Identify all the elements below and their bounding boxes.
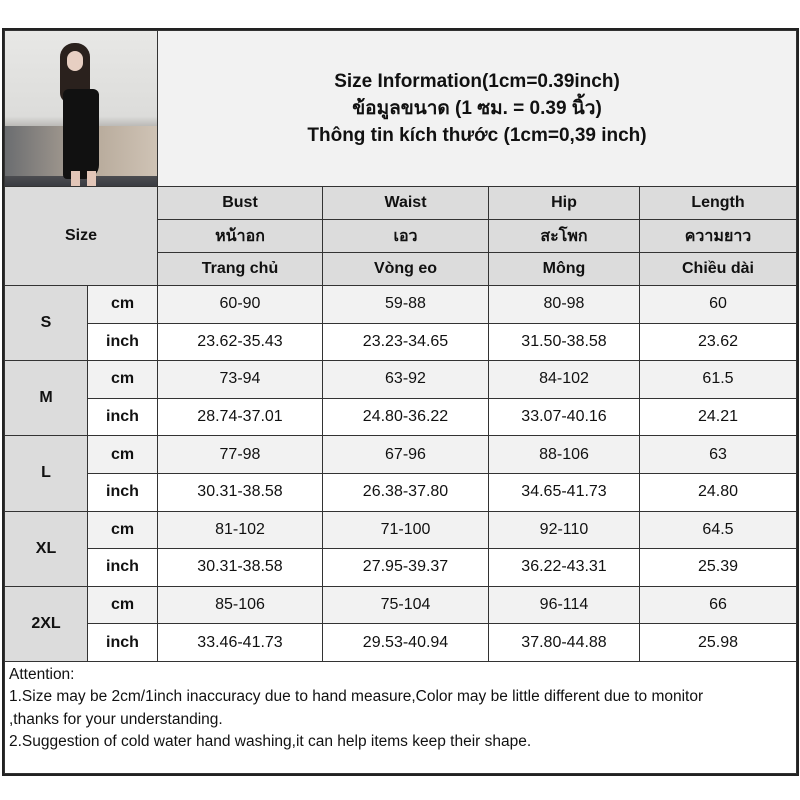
measurement-cell: 96-114 (488, 585, 640, 625)
size-label: 2XL (4, 585, 88, 662)
measurement-cell: 59-88 (322, 285, 489, 324)
col-header-length-th: ความยาว (639, 219, 797, 253)
title-th: ข้อมูลขนาด (1 ซม. = 0.39 นิ้ว) (352, 98, 602, 119)
unit-label: cm (87, 360, 158, 399)
size-table: Size Information(1cm=0.39inch) ข้อมูลขนา… (4, 30, 797, 662)
measurement-cell: 27.95-39.37 (322, 548, 489, 587)
unit-label: cm (87, 510, 158, 550)
measurement-cell: 31.50-38.58 (488, 322, 640, 362)
measurement-cell: 25.39 (639, 548, 797, 587)
measurement-cell: 33.46-41.73 (157, 623, 323, 662)
col-header-bust: Bust (157, 186, 323, 220)
measurement-cell: 73-94 (157, 360, 323, 399)
attention-notes: Attention: 1.Size may be 2cm/1inch inacc… (4, 661, 797, 774)
col-header-bust-th: หน้าอก (157, 219, 323, 253)
unit-label: inch (87, 623, 158, 662)
measurement-cell: 71-100 (322, 510, 489, 550)
table-row: inch 30.31-38.58 26.38-37.80 34.65-41.73 24.… (5, 472, 797, 512)
measurement-cell: 23.62-35.43 (157, 322, 323, 362)
measurement-cell: 63 (639, 435, 797, 474)
product-photo (4, 30, 158, 187)
measurement-cell: 37.80-44.88 (488, 623, 640, 662)
size-label: L (4, 435, 88, 512)
measurement-cell: 77-98 (157, 435, 323, 474)
measurement-cell: 60-90 (157, 285, 323, 324)
col-header-waist-vi: Vòng eo (322, 252, 489, 286)
measurement-cell: 24.21 (639, 397, 797, 437)
measurement-cell: 84-102 (488, 360, 640, 399)
unit-label: cm (87, 435, 158, 474)
measurement-cell: 34.65-41.73 (488, 472, 640, 512)
measurement-cell: 24.80 (639, 472, 797, 512)
col-header-hip-th: สะโพก (488, 219, 640, 253)
measurement-cell: 92-110 (488, 510, 640, 550)
measurement-cell: 23.62 (639, 322, 797, 362)
measurement-cell: 36.22-43.31 (488, 548, 640, 587)
col-header-hip: Hip (488, 186, 640, 220)
measurement-cell: 80-98 (488, 285, 640, 324)
measurement-cell: 26.38-37.80 (322, 472, 489, 512)
col-header-waist: Waist (322, 186, 489, 220)
measurement-cell: 66 (639, 585, 797, 625)
title-vi: Thông tin kích thước (1cm=0,39 inch) (307, 125, 647, 146)
unit-label: inch (87, 397, 158, 437)
title-en: Size Information(1cm=0.39inch) (334, 71, 620, 92)
measurement-cell: 30.31-38.58 (157, 472, 323, 512)
measurement-cell: 60 (639, 285, 797, 324)
unit-label: inch (87, 472, 158, 512)
table-row: inch 23.62-35.43 23.23-34.65 31.50-38.58 23.… (5, 322, 797, 362)
size-label: M (4, 360, 88, 437)
measurement-cell: 88-106 (488, 435, 640, 474)
measurement-cell: 85-106 (157, 585, 323, 625)
measurement-cell: 25.98 (639, 623, 797, 662)
col-header-bust-vi: Trang chủ (157, 252, 323, 286)
size-header: Size (4, 186, 158, 286)
col-header-length-vi: Chiều dài (639, 252, 797, 286)
measurement-cell: 33.07-40.16 (488, 397, 640, 437)
measurement-cell: 64.5 (639, 510, 797, 550)
attention-note-1-cont: ,thanks for your understanding. (9, 710, 223, 728)
attention-note-1: 1.Size may be 2cm/1inch inaccuracy due t… (9, 688, 704, 706)
measurement-cell: 67-96 (322, 435, 489, 474)
measurement-cell: 23.23-34.65 (322, 322, 489, 362)
table-row: inch 28.74-37.01 24.80-36.22 33.07-40.16 24.… (5, 397, 797, 437)
attention-heading: Attention: (9, 665, 75, 683)
measurement-cell: 28.74-37.01 (157, 397, 323, 437)
size-chart: Size Information(1cm=0.39inch) ข้อมูลขนา… (2, 28, 799, 776)
unit-label: inch (87, 322, 158, 362)
measurement-cell: 61.5 (639, 360, 797, 399)
size-label: S (4, 284, 88, 362)
measurement-cell: 29.53-40.94 (322, 623, 489, 662)
measurement-cell: 81-102 (157, 510, 323, 550)
unit-label: cm (87, 585, 158, 625)
col-header-hip-vi: Mông (488, 252, 640, 286)
table-row: inch 33.46-41.73 29.53-40.94 37.80-44.88 25.… (5, 623, 797, 662)
unit-label: cm (87, 285, 158, 324)
measurement-cell: 75-104 (322, 585, 489, 625)
table-row: 2XL cm 85-106 75-104 96-114 66 (4, 585, 797, 662)
table-row: inch 30.31-38.58 27.95-39.37 36.22-43.31 25.… (5, 548, 797, 587)
measurement-cell: 24.80-36.22 (322, 397, 489, 437)
table-row: XL cm 81-102 71-100 92-110 64.5 (4, 510, 797, 587)
measurement-cell: 63-92 (322, 360, 489, 399)
size-label: XL (4, 510, 88, 587)
measurement-cell: 30.31-38.58 (157, 548, 323, 587)
col-header-waist-th: เอว (322, 219, 489, 253)
attention-note-2: 2.Suggestion of cold water hand washing,… (9, 733, 532, 751)
size-information-title: Size Information(1cm=0.39inch) ข้อมูลขนา… (157, 30, 797, 187)
col-header-length: Length (639, 186, 797, 220)
unit-label: inch (87, 548, 158, 587)
